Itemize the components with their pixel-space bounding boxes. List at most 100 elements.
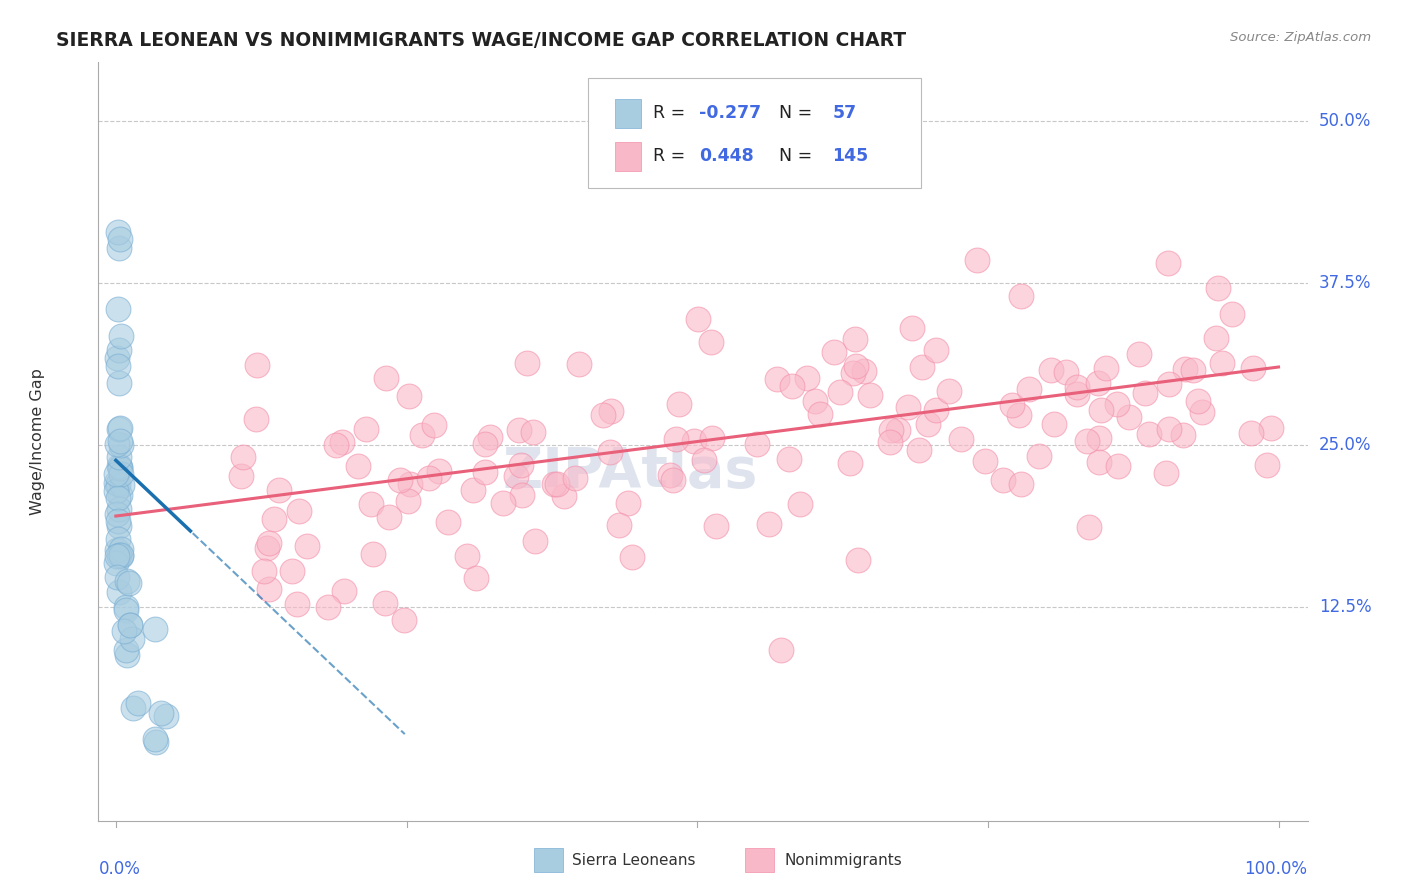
- Point: [110, 232, 132, 246]
- Point: [693, 452, 716, 467]
- Point: [901, 320, 924, 334]
- Point: [796, 370, 818, 384]
- Point: [1018, 383, 1040, 397]
- Point: [108, 460, 131, 475]
- Point: [780, 378, 803, 392]
- Point: [108, 548, 131, 562]
- Point: [107, 301, 129, 316]
- Point: [115, 643, 138, 657]
- Point: [295, 540, 318, 554]
- Point: [105, 556, 128, 570]
- Point: [522, 425, 544, 439]
- Point: [1260, 420, 1282, 434]
- Point: [704, 518, 727, 533]
- Point: [107, 570, 129, 584]
- Point: [658, 467, 681, 482]
- Bar: [534, 848, 562, 872]
- Point: [789, 498, 811, 512]
- Point: [1128, 347, 1150, 361]
- Point: [110, 467, 132, 481]
- Point: [1211, 356, 1233, 370]
- Point: [592, 409, 614, 423]
- Point: [607, 517, 630, 532]
- Point: [107, 241, 129, 255]
- Point: [108, 450, 131, 464]
- Point: [464, 571, 486, 585]
- Point: [411, 428, 433, 442]
- Point: [374, 370, 396, 384]
- Text: 50.0%: 50.0%: [1319, 112, 1371, 129]
- Point: [105, 483, 128, 498]
- Point: [316, 600, 339, 615]
- Point: [568, 357, 591, 371]
- Point: [1174, 362, 1197, 376]
- Point: [105, 351, 128, 366]
- Text: N =: N =: [768, 147, 818, 165]
- Point: [879, 434, 901, 449]
- Point: [354, 422, 377, 436]
- Text: 0.0%: 0.0%: [98, 860, 141, 878]
- Point: [1205, 331, 1227, 345]
- Point: [347, 458, 370, 473]
- Point: [110, 438, 132, 452]
- Point: [110, 329, 132, 343]
- Point: [122, 700, 145, 714]
- Point: [668, 397, 690, 411]
- Point: [1010, 289, 1032, 303]
- Text: 57: 57: [832, 104, 856, 122]
- Point: [110, 421, 132, 435]
- Point: [665, 433, 688, 447]
- Point: [418, 471, 440, 485]
- Text: SIERRA LEONEAN VS NONIMMIGRANTS WAGE/INCOME GAP CORRELATION CHART: SIERRA LEONEAN VS NONIMMIGRANTS WAGE/INC…: [56, 31, 907, 50]
- Point: [398, 476, 420, 491]
- Text: Source: ZipAtlas.com: Source: ZipAtlas.com: [1230, 31, 1371, 45]
- Point: [112, 624, 135, 638]
- Point: [617, 496, 640, 510]
- Point: [950, 432, 973, 446]
- Point: [398, 388, 420, 402]
- Point: [1066, 380, 1088, 394]
- Point: [474, 437, 496, 451]
- Point: [564, 470, 586, 484]
- Point: [1043, 417, 1066, 431]
- Point: [118, 618, 141, 632]
- Point: [1187, 394, 1209, 409]
- Point: [510, 458, 533, 472]
- Point: [105, 467, 128, 482]
- Point: [844, 332, 866, 346]
- Point: [770, 643, 793, 657]
- Point: [108, 518, 131, 533]
- Point: [115, 574, 138, 588]
- Point: [361, 547, 384, 561]
- Point: [1173, 428, 1195, 442]
- Point: [110, 549, 132, 563]
- Point: [599, 404, 621, 418]
- Point: [253, 565, 276, 579]
- Point: [263, 512, 285, 526]
- Point: [145, 735, 167, 749]
- Point: [859, 388, 882, 402]
- Point: [463, 483, 485, 498]
- Point: [1095, 361, 1118, 376]
- Point: [852, 364, 875, 378]
- FancyBboxPatch shape: [588, 78, 921, 187]
- Point: [155, 708, 177, 723]
- Point: [285, 598, 308, 612]
- Point: [804, 394, 827, 409]
- Point: [1087, 455, 1109, 469]
- Point: [846, 553, 869, 567]
- Point: [917, 417, 939, 431]
- Point: [842, 366, 865, 380]
- Point: [823, 345, 845, 359]
- Point: [145, 622, 167, 636]
- Point: [287, 504, 309, 518]
- Point: [779, 451, 801, 466]
- Point: [105, 437, 128, 451]
- Point: [107, 502, 129, 516]
- Point: [686, 312, 709, 326]
- Point: [505, 469, 527, 483]
- Point: [1090, 402, 1112, 417]
- Point: [1139, 427, 1161, 442]
- Point: [599, 445, 621, 459]
- Point: [107, 491, 129, 506]
